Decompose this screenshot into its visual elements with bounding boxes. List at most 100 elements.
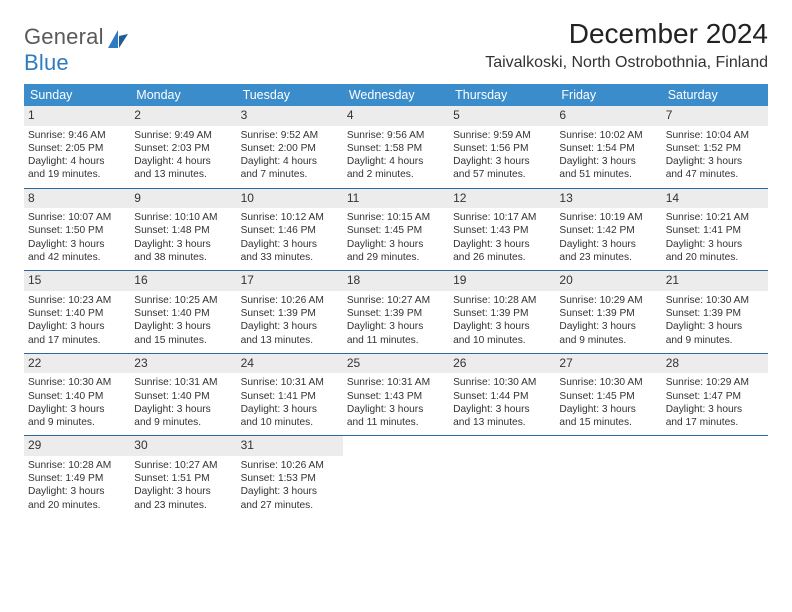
- calendar-cell: 9Sunrise: 10:10 AMSunset: 1:48 PMDayligh…: [130, 188, 236, 271]
- daylight-line-1: Daylight: 3 hours: [347, 238, 445, 251]
- sunset-line: Sunset: 1:40 PM: [134, 307, 232, 320]
- sunset-line: Sunset: 1:42 PM: [559, 224, 657, 237]
- daylight-line-1: Daylight: 3 hours: [453, 238, 551, 251]
- daylight-line-2: and 42 minutes.: [28, 251, 126, 264]
- calendar-cell: 18Sunrise: 10:27 AMSunset: 1:39 PMDaylig…: [343, 271, 449, 354]
- day-number: 26: [449, 354, 555, 374]
- calendar-cell: 14Sunrise: 10:21 AMSunset: 1:41 PMDaylig…: [662, 188, 768, 271]
- daylight-line-2: and 10 minutes.: [241, 416, 339, 429]
- daylight-line-2: and 27 minutes.: [241, 499, 339, 512]
- day-number: 11: [343, 189, 449, 209]
- calendar-cell: 3Sunrise: 9:52 AMSunset: 2:00 PMDaylight…: [237, 106, 343, 188]
- calendar-page: General Blue December 2024 Taivalkoski, …: [0, 0, 792, 528]
- sunrise-line: Sunrise: 9:49 AM: [134, 129, 232, 142]
- calendar-row: 22Sunrise: 10:30 AMSunset: 1:40 PMDaylig…: [24, 353, 768, 436]
- day-number: 21: [662, 271, 768, 291]
- sunset-line: Sunset: 2:03 PM: [134, 142, 232, 155]
- weekday-header: Wednesday: [343, 84, 449, 106]
- calendar-cell: 15Sunrise: 10:23 AMSunset: 1:40 PMDaylig…: [24, 271, 130, 354]
- calendar-cell: 22Sunrise: 10:30 AMSunset: 1:40 PMDaylig…: [24, 353, 130, 436]
- calendar-cell: 2Sunrise: 9:49 AMSunset: 2:03 PMDaylight…: [130, 106, 236, 188]
- sunrise-line: Sunrise: 10:30 AM: [28, 376, 126, 389]
- sunset-line: Sunset: 1:41 PM: [241, 390, 339, 403]
- sunrise-line: Sunrise: 10:17 AM: [453, 211, 551, 224]
- daylight-line-1: Daylight: 3 hours: [241, 403, 339, 416]
- sunset-line: Sunset: 1:45 PM: [347, 224, 445, 237]
- sunset-line: Sunset: 1:47 PM: [666, 390, 764, 403]
- daylight-line-1: Daylight: 3 hours: [134, 238, 232, 251]
- sunrise-line: Sunrise: 10:15 AM: [347, 211, 445, 224]
- sunset-line: Sunset: 1:58 PM: [347, 142, 445, 155]
- day-number: 24: [237, 354, 343, 374]
- title-block: December 2024 Taivalkoski, North Ostrobo…: [485, 18, 768, 72]
- daylight-line-1: Daylight: 4 hours: [28, 155, 126, 168]
- header: General Blue December 2024 Taivalkoski, …: [24, 18, 768, 76]
- sunset-line: Sunset: 1:49 PM: [28, 472, 126, 485]
- calendar-table: SundayMondayTuesdayWednesdayThursdayFrid…: [24, 84, 768, 518]
- sunset-line: Sunset: 1:39 PM: [241, 307, 339, 320]
- calendar-cell: 28Sunrise: 10:29 AMSunset: 1:47 PMDaylig…: [662, 353, 768, 436]
- sunset-line: Sunset: 1:50 PM: [28, 224, 126, 237]
- calendar-row: 1Sunrise: 9:46 AMSunset: 2:05 PMDaylight…: [24, 106, 768, 188]
- daylight-line-1: Daylight: 3 hours: [28, 320, 126, 333]
- daylight-line-1: Daylight: 3 hours: [666, 320, 764, 333]
- daylight-line-2: and 57 minutes.: [453, 168, 551, 181]
- day-number: 28: [662, 354, 768, 374]
- sunrise-line: Sunrise: 10:12 AM: [241, 211, 339, 224]
- sunset-line: Sunset: 1:48 PM: [134, 224, 232, 237]
- day-number: 23: [130, 354, 236, 374]
- weekday-header: Thursday: [449, 84, 555, 106]
- daylight-line-1: Daylight: 3 hours: [28, 485, 126, 498]
- day-number: 1: [24, 106, 130, 126]
- logo-word1: General: [24, 24, 104, 49]
- daylight-line-1: Daylight: 4 hours: [241, 155, 339, 168]
- sunset-line: Sunset: 1:54 PM: [559, 142, 657, 155]
- day-number: 17: [237, 271, 343, 291]
- sunset-line: Sunset: 1:53 PM: [241, 472, 339, 485]
- daylight-line-2: and 51 minutes.: [559, 168, 657, 181]
- daylight-line-1: Daylight: 3 hours: [28, 238, 126, 251]
- sunset-line: Sunset: 1:43 PM: [347, 390, 445, 403]
- daylight-line-2: and 15 minutes.: [134, 334, 232, 347]
- sunrise-line: Sunrise: 10:04 AM: [666, 129, 764, 142]
- sunset-line: Sunset: 1:40 PM: [134, 390, 232, 403]
- sunset-line: Sunset: 1:44 PM: [453, 390, 551, 403]
- day-number: 10: [237, 189, 343, 209]
- daylight-line-2: and 9 minutes.: [559, 334, 657, 347]
- calendar-cell: 10Sunrise: 10:12 AMSunset: 1:46 PMDaylig…: [237, 188, 343, 271]
- logo-text: General Blue: [24, 24, 104, 76]
- daylight-line-1: Daylight: 3 hours: [347, 320, 445, 333]
- day-number: 2: [130, 106, 236, 126]
- daylight-line-2: and 23 minutes.: [134, 499, 232, 512]
- daylight-line-2: and 2 minutes.: [347, 168, 445, 181]
- daylight-line-1: Daylight: 3 hours: [453, 155, 551, 168]
- calendar-cell: 26Sunrise: 10:30 AMSunset: 1:44 PMDaylig…: [449, 353, 555, 436]
- sunrise-line: Sunrise: 10:31 AM: [347, 376, 445, 389]
- daylight-line-2: and 10 minutes.: [453, 334, 551, 347]
- calendar-cell: [343, 436, 449, 518]
- day-number: 13: [555, 189, 661, 209]
- logo: General Blue: [24, 24, 130, 76]
- sunset-line: Sunset: 2:00 PM: [241, 142, 339, 155]
- daylight-line-1: Daylight: 4 hours: [347, 155, 445, 168]
- sunrise-line: Sunrise: 10:30 AM: [453, 376, 551, 389]
- day-number: 15: [24, 271, 130, 291]
- calendar-head: SundayMondayTuesdayWednesdayThursdayFrid…: [24, 84, 768, 106]
- logo-word2: Blue: [24, 50, 69, 75]
- calendar-cell: 21Sunrise: 10:30 AMSunset: 1:39 PMDaylig…: [662, 271, 768, 354]
- sunrise-line: Sunrise: 10:26 AM: [241, 294, 339, 307]
- calendar-cell: 23Sunrise: 10:31 AMSunset: 1:40 PMDaylig…: [130, 353, 236, 436]
- day-number: 29: [24, 436, 130, 456]
- sunrise-line: Sunrise: 10:25 AM: [134, 294, 232, 307]
- daylight-line-2: and 9 minutes.: [28, 416, 126, 429]
- sunset-line: Sunset: 1:46 PM: [241, 224, 339, 237]
- calendar-cell: 17Sunrise: 10:26 AMSunset: 1:39 PMDaylig…: [237, 271, 343, 354]
- day-number: 7: [662, 106, 768, 126]
- day-number: 16: [130, 271, 236, 291]
- calendar-cell: 12Sunrise: 10:17 AMSunset: 1:43 PMDaylig…: [449, 188, 555, 271]
- daylight-line-2: and 9 minutes.: [134, 416, 232, 429]
- sail-icon: [106, 28, 130, 55]
- daylight-line-2: and 11 minutes.: [347, 334, 445, 347]
- calendar-cell: 24Sunrise: 10:31 AMSunset: 1:41 PMDaylig…: [237, 353, 343, 436]
- day-number: 27: [555, 354, 661, 374]
